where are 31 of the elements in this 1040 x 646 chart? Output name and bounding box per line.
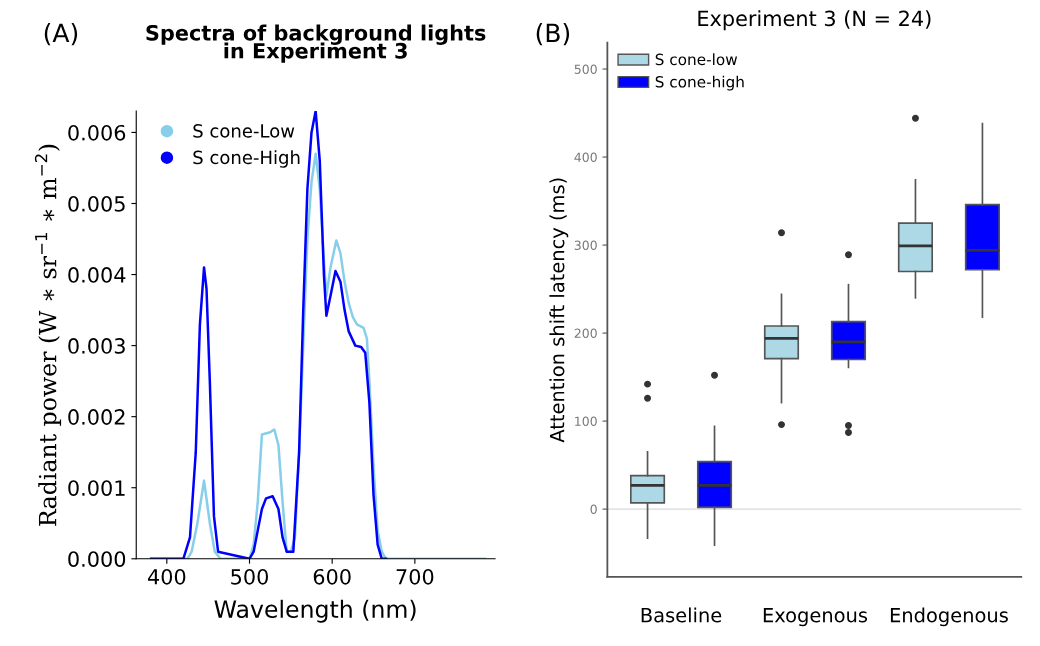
x-tick-label: 700 bbox=[396, 568, 434, 585]
x-tick-label: 500 bbox=[231, 568, 268, 585]
y-tick-label: 500 bbox=[574, 64, 597, 74]
x-tick-label: Baseline bbox=[641, 607, 722, 623]
y-tick-label: 0.000 bbox=[68, 551, 126, 567]
y-tick-label: 0.004 bbox=[68, 267, 126, 283]
text: (B) bbox=[536, 23, 570, 46]
y-axis-title: Attention shift latency (ms) bbox=[549, 178, 569, 443]
legend-label: S cone-high bbox=[655, 75, 744, 91]
y-axis-title: Radiant power (W ∗ sr$^{−1}$ ∗ m$^{−2}$) bbox=[34, 144, 62, 526]
x-tick-label: 600 bbox=[313, 568, 351, 585]
y-tick-label: 0.006 bbox=[68, 124, 126, 141]
x-tick-label: 400 bbox=[147, 568, 186, 585]
chart-title: Experiment 3 (N = 24) bbox=[698, 10, 931, 31]
y-tick-label: 0.005 bbox=[68, 195, 125, 212]
y-tick-label: 0.001 bbox=[68, 480, 125, 496]
y-tick-label: 200 bbox=[574, 328, 597, 339]
y-tick-label: 400 bbox=[574, 152, 597, 162]
x-tick-label: Endogenous bbox=[890, 607, 1008, 627]
y-tick-label: 0 bbox=[590, 504, 597, 515]
y-tick-label: 0.002 bbox=[68, 409, 125, 425]
y-tick-label: 100 bbox=[575, 416, 597, 427]
legend-label: S cone-High bbox=[193, 150, 300, 168]
x-tick-label: Exogenous bbox=[763, 608, 868, 627]
x-axis-title: Wavelength (nm) bbox=[214, 599, 416, 623]
legend-label: S cone-low bbox=[655, 53, 738, 66]
legend-label: S cone-Low bbox=[193, 124, 295, 138]
text: (A) bbox=[44, 23, 78, 46]
y-tick-label: 0.003 bbox=[68, 338, 125, 354]
chart-title: Spectra of background lights in Experiment 3 bbox=[146, 24, 486, 63]
y-tick-label: 300 bbox=[574, 240, 597, 250]
